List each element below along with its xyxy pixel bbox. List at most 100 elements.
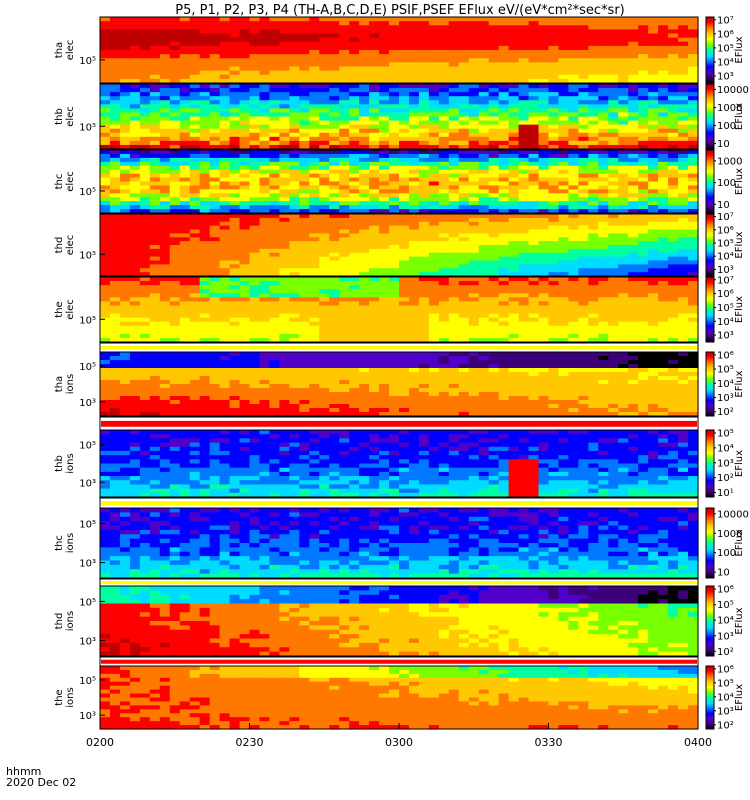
spectrogram-cell: [159, 62, 171, 68]
spectrogram-cell: [309, 41, 320, 47]
spectrogram-cell: [688, 150, 699, 155]
spectrogram-cell: [528, 333, 540, 339]
spectrogram-cell: [668, 140, 679, 146]
spectrogram-cell: [578, 225, 589, 231]
spectrogram-cell: [538, 289, 550, 294]
spectrogram-cell: [558, 29, 570, 35]
spectrogram-cell: [578, 252, 589, 258]
spectrogram-cell: [359, 128, 370, 134]
spectrogram-cell: [668, 124, 679, 130]
spectrogram-cell: [658, 325, 669, 331]
spectrogram-cell: [528, 233, 540, 238]
spectrogram-cell: [508, 17, 520, 22]
spectrogram-cell: [139, 364, 151, 369]
spectrogram-cell: [408, 285, 420, 290]
spectrogram-cell: [339, 313, 350, 319]
spectrogram-cell: [638, 33, 649, 39]
spectrogram-cell: [139, 33, 151, 39]
spectrogram-cell: [648, 205, 659, 210]
spectrogram-cell: [578, 140, 589, 146]
spectrogram-cell: [349, 337, 360, 343]
spectrogram-cell: [259, 100, 271, 105]
spectrogram-cell: [588, 17, 599, 22]
spectrogram-cell: [658, 245, 669, 250]
spectrogram-cell: [179, 214, 191, 219]
spectrogram-cell: [448, 217, 460, 223]
spectrogram-cell: [369, 317, 380, 323]
spectrogram-cell: [558, 144, 570, 150]
spectrogram-cell: [418, 112, 430, 118]
spectrogram-cell: [209, 221, 221, 227]
spectrogram-cell: [548, 84, 560, 89]
spectrogram-cell: [458, 150, 470, 155]
spectrogram-cell: [219, 313, 231, 319]
spectrogram-cell: [668, 197, 679, 202]
spectrogram-cell: [518, 297, 530, 302]
spectrogram-cell: [189, 70, 201, 76]
spectrogram-cell: [508, 104, 520, 109]
spectrogram-cell: [478, 100, 490, 105]
spectrogram-cell: [678, 289, 689, 294]
spectrogram-cell: [598, 189, 609, 194]
spectrogram-cell: [408, 41, 420, 47]
spectrogram-cell: [638, 321, 649, 327]
spectrogram-cell: [498, 329, 510, 335]
spectrogram-cell: [528, 209, 540, 214]
spectrogram-cell: [518, 217, 530, 223]
spectrogram-cell: [119, 66, 131, 72]
spectrogram-cell: [558, 120, 570, 126]
spectrogram-cell: [468, 233, 480, 238]
spectrogram-cell: [329, 96, 340, 101]
spectrogram-cell: [119, 144, 131, 150]
spectrogram-cell: [558, 21, 570, 26]
spectrogram-cell: [109, 161, 121, 167]
spectrogram-cell: [688, 88, 699, 93]
spectrogram-cell: [508, 150, 520, 155]
spectrogram-cell: [139, 128, 151, 134]
spectrogram-cell: [309, 173, 320, 179]
spectrogram-cell: [628, 150, 639, 155]
spectrogram-cell: [309, 289, 320, 294]
spectrogram-cell: [289, 169, 300, 175]
spectrogram-cell: [159, 209, 171, 214]
spectrogram-cell: [588, 177, 599, 183]
spectrogram-cell: [119, 264, 131, 269]
spectrogram-cell: [608, 157, 619, 163]
spectrogram-cell: [139, 412, 151, 417]
spectrogram-cell: [618, 229, 629, 234]
spectrogram-cell: [139, 197, 151, 202]
spectrogram-cell: [149, 305, 161, 311]
spectrogram-cell: [518, 229, 530, 234]
spectrogram-cell: [229, 108, 241, 114]
spectrogram-cell: [229, 297, 241, 302]
spectrogram-cell: [299, 293, 310, 298]
spectrogram-cell: [269, 248, 280, 254]
spectrogram-cell: [229, 144, 241, 150]
spectrogram-cell: [548, 201, 560, 206]
spectrogram-cell: [399, 173, 410, 179]
spectrogram-cell: [369, 221, 380, 227]
spectrogram-cell: [329, 317, 340, 323]
spectrogram-cell: [100, 124, 111, 130]
spectrogram-cell: [299, 70, 310, 76]
spectrogram-cell: [379, 281, 390, 286]
spectrogram-cell: [628, 214, 639, 219]
spectrogram-cell: [149, 252, 161, 258]
spectrogram-cell: [558, 264, 570, 269]
spectrogram-cell: [359, 54, 370, 59]
spectrogram-cell: [418, 264, 430, 269]
spectrogram-cell: [618, 25, 629, 30]
spectrogram-cell: [538, 58, 550, 63]
spectrogram-cell: [189, 325, 201, 331]
spectrogram-cell: [209, 197, 221, 202]
spectrogram-cell: [618, 104, 629, 109]
spectrogram-cell: [418, 21, 430, 26]
spectrogram-cell: [319, 301, 330, 307]
spectrogram-cell: [428, 74, 440, 80]
spectrogram-cell: [688, 153, 699, 159]
spectrogram-cell: [119, 136, 131, 142]
spectrogram-cell: [618, 45, 629, 51]
spectrogram-cell: [678, 317, 689, 323]
spectrogram-cell: [309, 225, 320, 231]
spectrogram-cell: [468, 189, 480, 194]
